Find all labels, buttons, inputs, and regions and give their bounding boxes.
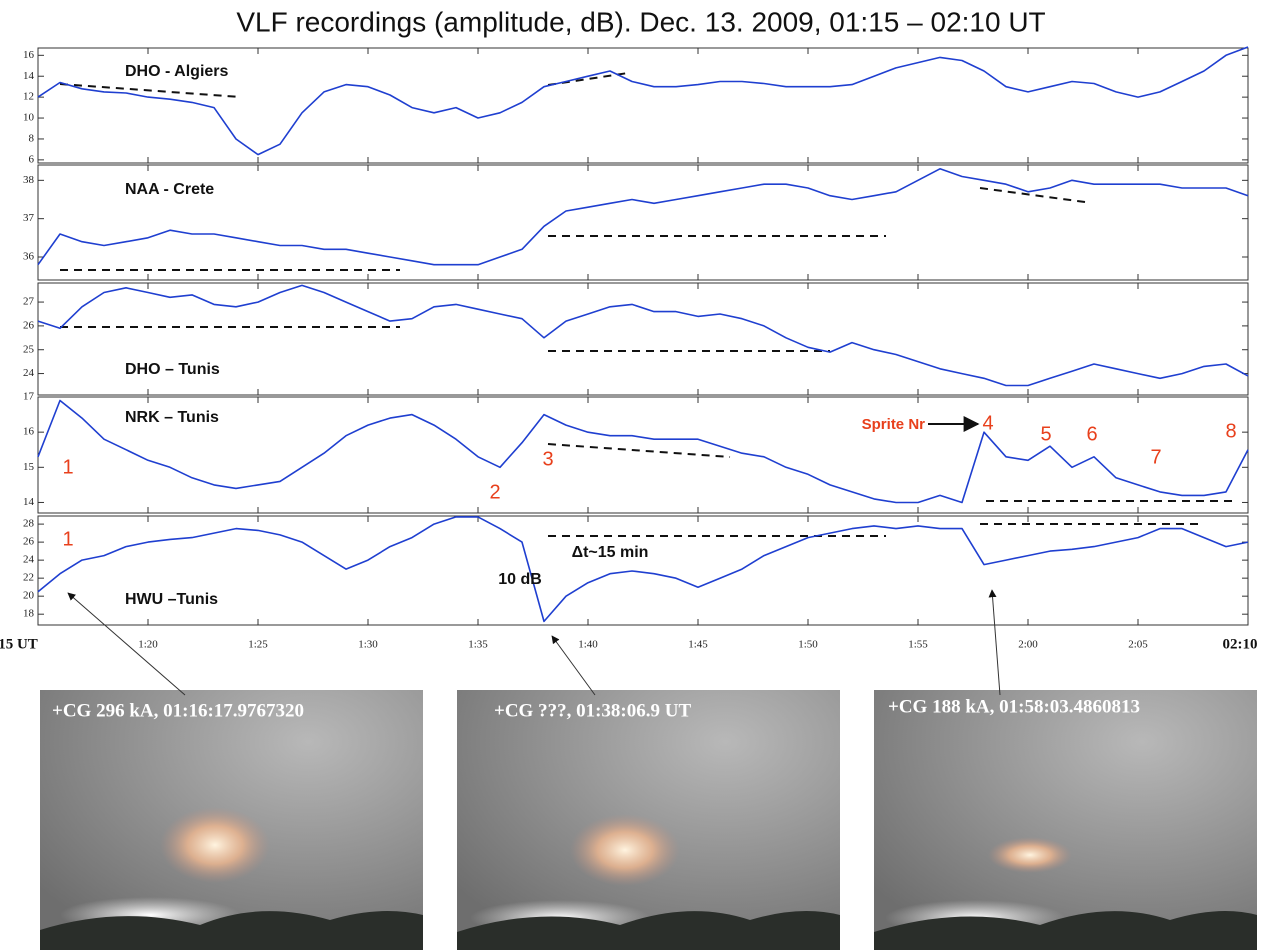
annotation: Δt~15 min xyxy=(572,544,649,561)
panel-label: NRK – Tunis xyxy=(125,409,219,426)
y-tick-label: 36 xyxy=(23,251,35,263)
y-tick-label: 8 xyxy=(29,132,35,144)
annotation: 8 xyxy=(1225,420,1236,442)
plot-frame xyxy=(37,515,1249,626)
plot-frame xyxy=(37,282,1249,396)
y-tick-label: 15 xyxy=(23,461,35,473)
x-tick-label: 1:30 xyxy=(358,639,378,651)
annotation: 2 xyxy=(489,481,500,503)
y-tick-label: 38 xyxy=(23,174,35,186)
y-tick-label: 24 xyxy=(23,554,35,566)
series-line xyxy=(37,46,1249,156)
photo-caption: +CG 296 kA, 01:16:17.9767320 xyxy=(52,700,304,721)
annotation: 7 xyxy=(1150,446,1161,468)
annotation: 4 xyxy=(982,412,993,434)
y-tick-label: 25 xyxy=(23,343,35,355)
x-tick-label: 1:25 xyxy=(248,639,268,651)
y-tick-label: 6 xyxy=(29,153,35,165)
y-tick-label: 17 xyxy=(23,391,35,403)
x-tick-label: 1:40 xyxy=(578,639,598,651)
plot-frame xyxy=(37,396,1249,514)
annotation: Sprite Nr xyxy=(862,416,926,433)
panel-label: DHO - Algiers xyxy=(125,63,229,80)
panel-label: NAA - Crete xyxy=(125,181,214,198)
x-tick-label: 1:50 xyxy=(798,639,818,651)
series-line xyxy=(37,516,1249,623)
y-tick-label: 22 xyxy=(23,572,34,584)
annotation: 1 xyxy=(62,456,73,478)
photo-arrows xyxy=(67,589,1001,696)
annotation: 10 dB xyxy=(498,571,542,588)
y-tick-label: 28 xyxy=(23,518,35,530)
y-tick-label: 16 xyxy=(23,49,35,61)
y-tick-label: 12 xyxy=(23,91,34,103)
figure-title: VLF recordings (amplitude, dB). Dec. 13.… xyxy=(236,6,1045,37)
plot-frame xyxy=(37,164,1249,281)
y-tick-label: 20 xyxy=(23,590,35,602)
y-tick-label: 27 xyxy=(23,296,35,308)
y-tick-label: 26 xyxy=(23,536,35,548)
annotation: 5 xyxy=(1040,423,1051,445)
photo xyxy=(457,690,840,950)
x-tick-label: 1:35 xyxy=(468,639,488,651)
y-tick-label: 16 xyxy=(23,426,35,438)
x-tick-label: 01:15 UT xyxy=(0,636,38,652)
series-line xyxy=(37,399,1249,504)
x-tick-label: 2:05 xyxy=(1128,639,1148,651)
y-tick-label: 24 xyxy=(23,367,35,379)
plot-frame xyxy=(37,47,1249,164)
y-tick-label: 26 xyxy=(23,319,35,331)
annotation: 3 xyxy=(542,448,553,470)
annotation: 6 xyxy=(1086,423,1097,445)
y-tick-label: 10 xyxy=(23,112,35,124)
annotation: 1 xyxy=(62,528,73,550)
x-tick-label: 1:20 xyxy=(138,639,158,651)
panel-label: DHO – Tunis xyxy=(125,361,220,378)
photo-caption: +CG ???, 01:38:06.9 UT xyxy=(494,700,691,721)
panel-label: HWU –Tunis xyxy=(125,591,218,608)
y-tick-label: 37 xyxy=(23,212,35,224)
x-tick-label: 1:45 xyxy=(688,639,708,651)
x-tick-label: 02:10 xyxy=(1223,636,1258,652)
y-tick-label: 14 xyxy=(23,70,35,82)
series-line xyxy=(37,284,1249,387)
photo xyxy=(40,690,423,950)
x-tick-label: 1:55 xyxy=(908,639,928,651)
x-tick-label: 2:00 xyxy=(1018,639,1038,651)
photo xyxy=(874,690,1257,950)
series-line xyxy=(37,168,1249,266)
y-tick-label: 18 xyxy=(23,608,35,620)
photo-caption: +CG 188 kA, 01:58:03.4860813 xyxy=(888,696,1140,717)
y-tick-label: 14 xyxy=(23,496,35,508)
trend-lines xyxy=(59,72,1235,537)
